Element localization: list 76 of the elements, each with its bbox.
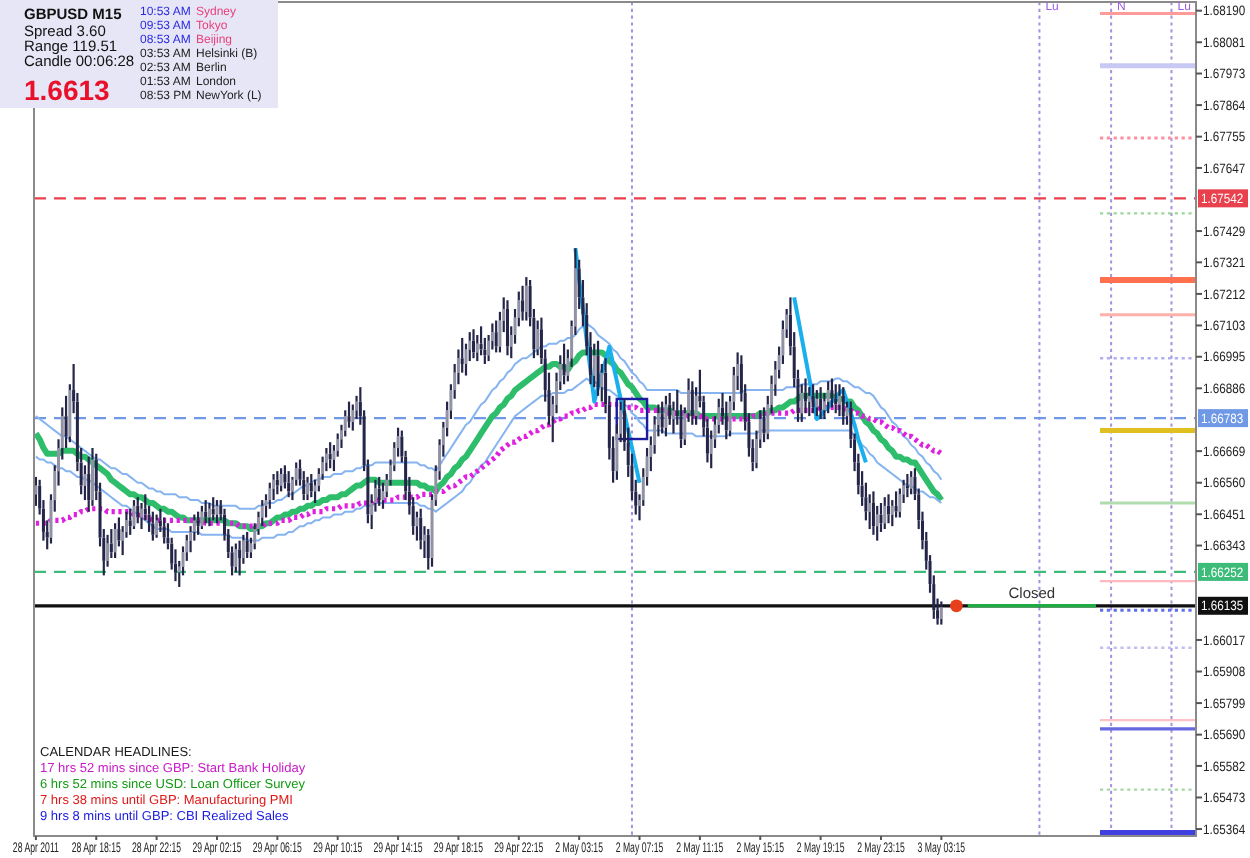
candlestick bbox=[373, 478, 377, 513]
candlestick bbox=[426, 527, 430, 571]
candlestick bbox=[207, 501, 211, 528]
candlestick bbox=[860, 470, 864, 507]
candlestick bbox=[773, 359, 777, 397]
candlestick bbox=[713, 415, 717, 450]
candlestick bbox=[355, 394, 359, 421]
candlestick bbox=[136, 496, 140, 525]
candlestick bbox=[290, 475, 294, 502]
candlestick bbox=[124, 510, 128, 539]
candlestick bbox=[721, 391, 725, 426]
candlestick bbox=[377, 475, 381, 507]
candlestick bbox=[600, 362, 604, 403]
candlestick bbox=[883, 496, 887, 531]
candlestick bbox=[249, 536, 253, 560]
candlestick bbox=[260, 498, 264, 528]
candlestick bbox=[487, 333, 491, 363]
candlestick bbox=[475, 333, 479, 363]
candlestick bbox=[460, 336, 464, 374]
candlestick bbox=[762, 406, 766, 444]
candlestick bbox=[464, 342, 468, 377]
candlestick bbox=[185, 533, 189, 562]
candlestick bbox=[822, 391, 826, 421]
candlestick bbox=[524, 276, 528, 322]
candlestick bbox=[109, 527, 113, 560]
candlestick bbox=[411, 496, 415, 536]
candlestick bbox=[283, 464, 287, 490]
candlestick bbox=[309, 472, 313, 499]
candlestick bbox=[162, 516, 166, 545]
candlestick bbox=[287, 470, 291, 499]
candlestick bbox=[173, 548, 177, 583]
candlestick bbox=[200, 504, 204, 531]
candlestick bbox=[294, 461, 298, 487]
candlestick bbox=[385, 472, 389, 499]
candlestick bbox=[653, 415, 657, 455]
candlestick bbox=[189, 525, 193, 554]
candlestick bbox=[490, 322, 494, 351]
candlestick bbox=[324, 446, 328, 473]
candlestick bbox=[879, 501, 883, 534]
annotation: 1.6613 bbox=[24, 74, 111, 106]
candlestick bbox=[472, 328, 476, 360]
candlestick bbox=[245, 530, 249, 560]
candlestick bbox=[64, 394, 68, 450]
candlestick bbox=[902, 478, 906, 505]
candlestick bbox=[811, 383, 815, 415]
candlestick bbox=[513, 307, 517, 345]
candlestick bbox=[841, 386, 845, 426]
candlestick bbox=[90, 446, 94, 507]
candlestick bbox=[939, 600, 943, 626]
candlestick bbox=[815, 388, 819, 418]
candlestick bbox=[132, 498, 136, 531]
candlestick bbox=[170, 536, 174, 571]
candlestick bbox=[837, 383, 841, 418]
candlestick bbox=[113, 522, 117, 560]
candlestick bbox=[875, 504, 879, 542]
candlestick bbox=[800, 383, 804, 423]
candlestick bbox=[302, 470, 306, 502]
candlestick bbox=[339, 423, 343, 450]
candlestick bbox=[505, 299, 509, 357]
candlestick bbox=[555, 371, 559, 415]
candlestick bbox=[392, 441, 396, 473]
candlestick bbox=[521, 284, 525, 322]
candlestick bbox=[819, 386, 823, 421]
candlestick bbox=[336, 432, 340, 458]
candlestick bbox=[272, 472, 276, 502]
candlestick bbox=[306, 475, 310, 502]
candlestick bbox=[106, 533, 110, 568]
candlestick bbox=[268, 481, 272, 510]
candlestick bbox=[871, 490, 875, 536]
candlestick bbox=[690, 380, 694, 426]
candlestick bbox=[140, 501, 144, 531]
candlestick bbox=[256, 510, 260, 536]
candlestick bbox=[804, 377, 808, 415]
candlestick bbox=[422, 525, 426, 560]
candlestick bbox=[887, 493, 891, 525]
candlestick bbox=[668, 391, 672, 426]
